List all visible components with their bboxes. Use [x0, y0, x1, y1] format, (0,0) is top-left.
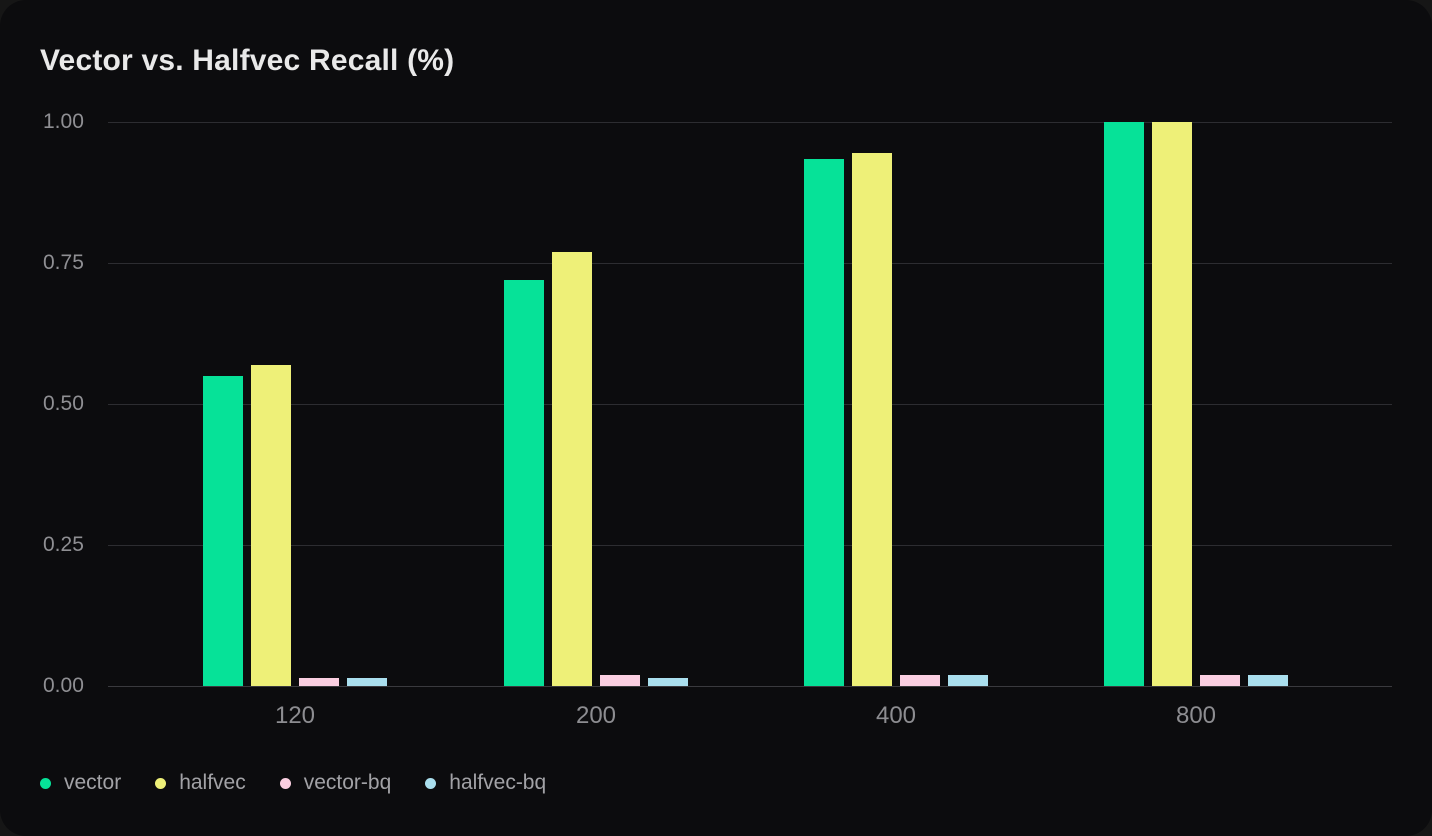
- plot-area: [108, 121, 1392, 687]
- y-tick-label: 0.50: [43, 392, 84, 415]
- bar-halfvec-200: [552, 252, 592, 686]
- legend-item-vector[interactable]: vector: [40, 770, 121, 796]
- bar-vector-200: [504, 280, 544, 686]
- x-tick-label: 120: [274, 702, 316, 729]
- bar-halfvec-bq-800: [1248, 675, 1288, 686]
- x-tick-label: 800: [1175, 702, 1217, 729]
- legend-dot-halfvec-bq-icon: [425, 777, 437, 789]
- legend: vector halfvec vector-bq halfvec-bq: [40, 770, 546, 796]
- gridline: [108, 544, 1392, 546]
- legend-item-vector-bq[interactable]: vector-bq: [279, 770, 392, 796]
- bar-halfvec-bq-120: [347, 678, 387, 686]
- gridline: [108, 262, 1392, 264]
- legend-label: halfvec: [179, 771, 246, 794]
- gridline: [108, 121, 1392, 123]
- legend-dot-vector-icon: [40, 777, 51, 789]
- bar-vector-bq-200: [600, 675, 640, 686]
- y-tick-label: 1.00: [43, 110, 84, 133]
- bar-halfvec-400: [852, 153, 892, 686]
- bar-vector-800: [1104, 122, 1144, 686]
- bar-halfvec-120: [251, 365, 291, 686]
- chart-title: Vector vs. Halfvec Recall (%): [40, 44, 455, 77]
- bar-halfvec-800: [1152, 122, 1192, 686]
- bar-vector-400: [804, 159, 844, 686]
- x-axis-baseline: [108, 685, 1392, 687]
- legend-label: vector: [64, 771, 122, 794]
- bar-halfvec-bq-400: [948, 675, 988, 686]
- legend-item-halfvec[interactable]: halfvec: [155, 770, 246, 796]
- legend-dot-halfvec-icon: [155, 777, 167, 789]
- legend-dot-vector-bq-icon: [279, 777, 291, 789]
- legend-item-halfvec-bq[interactable]: halfvec-bq: [425, 770, 546, 796]
- legend-label: vector-bq: [303, 771, 392, 794]
- bar-vector-bq-400: [900, 675, 940, 686]
- x-tick-label: 200: [575, 702, 617, 729]
- gridline: [108, 403, 1392, 405]
- y-tick-label: 0.25: [43, 533, 84, 556]
- x-tick-label: 400: [875, 702, 917, 729]
- bar-vector-bq-800: [1200, 675, 1240, 686]
- y-tick-label: 0.75: [43, 251, 84, 274]
- bar-vector-120: [203, 376, 243, 686]
- bar-vector-bq-120: [299, 678, 339, 686]
- bar-halfvec-bq-200: [648, 678, 688, 686]
- y-tick-label: 0.00: [43, 674, 84, 697]
- legend-label: halfvec-bq: [449, 771, 547, 794]
